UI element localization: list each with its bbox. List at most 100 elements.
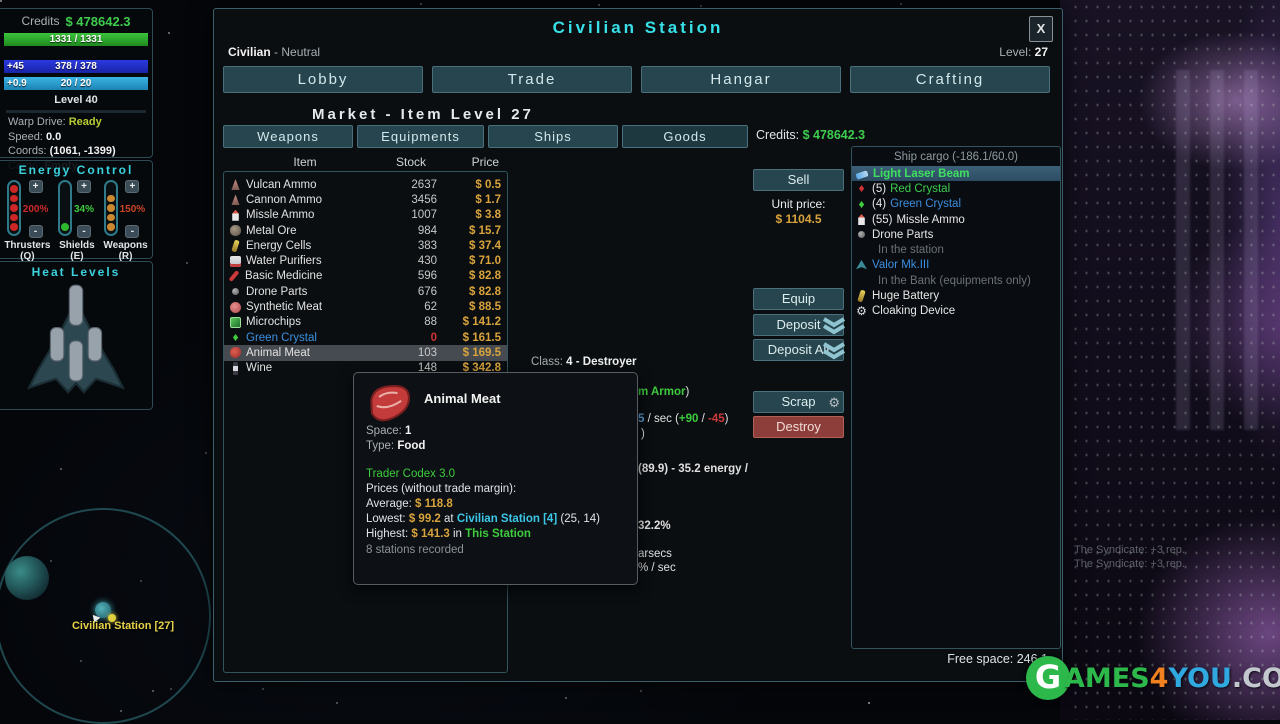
tab-hangar[interactable]: Hangar: [641, 66, 841, 93]
shields-decrease-button[interactable]: -: [77, 225, 91, 238]
stat-fragment-armor: m Armor): [638, 386, 689, 398]
energy-bar: +0.9 20 / 20: [4, 77, 148, 90]
deposit-button[interactable]: Deposit: [753, 314, 844, 336]
warp-label: Warp Drive:: [8, 116, 66, 128]
watermark: G AMES4YOU.COM.UA: [1026, 656, 1280, 700]
credits-label: Credits: [21, 14, 59, 28]
thrusters-label: Thrusters(Q): [4, 240, 50, 262]
cargo-section-bank: In the Bank (equipments only): [852, 273, 1060, 288]
rep-line: The Syndicate: +3 rep.: [1074, 557, 1185, 571]
tooltip-footer: 8 stations recorded: [366, 544, 464, 556]
drone-part-icon: [232, 288, 239, 295]
cargo-item[interactable]: Drone Parts: [852, 227, 1060, 242]
market-category-bar: Weapons Equipments Ships Goods: [223, 125, 748, 148]
cargo-item[interactable]: Valor Mk.III: [852, 258, 1060, 273]
meat-image: [362, 376, 420, 429]
shield-bar-value: 378 / 378: [55, 61, 97, 72]
cargo-item[interactable]: (55)Missle Ammo: [852, 212, 1060, 227]
weapons-decrease-button[interactable]: -: [125, 225, 139, 238]
speed-label: Speed:: [8, 131, 43, 143]
energy-bar-value: 20 / 20: [61, 78, 92, 89]
shields-percent: 34%: [74, 204, 94, 215]
reputation-log: The Syndicate: +3 rep. The Syndicate: +3…: [1074, 543, 1185, 571]
minimap-station-label: Civilian Station [27]: [53, 620, 193, 632]
deposit-all-button[interactable]: Deposit All: [753, 339, 844, 361]
stat-fragment-percent: 32.2%: [638, 520, 671, 532]
destroy-button[interactable]: Destroy: [753, 416, 844, 438]
column-header-price: Price: [439, 155, 499, 169]
category-weapons[interactable]: Weapons: [223, 125, 353, 148]
stat-fragment-dps: 5 / sec (+90 / -45): [638, 413, 729, 425]
weapons-percent: 150%: [120, 204, 146, 215]
energy-control-panel: Energy Control + 200% - + 34% -: [0, 160, 153, 259]
thrusters-increase-button[interactable]: +: [29, 180, 43, 193]
tooltip-prices-heading: Prices (without trade margin):: [366, 483, 516, 495]
tab-trade[interactable]: Trade: [432, 66, 632, 93]
red-crystal-icon: ♦: [856, 183, 867, 194]
shields-gauge: + 34% -: [58, 180, 94, 238]
warp-value: Ready: [69, 116, 102, 128]
speed-value: 0.0: [46, 131, 61, 143]
energy-regen: +0.9: [7, 78, 27, 89]
shields-increase-button[interactable]: +: [77, 180, 91, 193]
station-light-columns: [1176, 70, 1266, 430]
starfield: [0, 0, 2, 2]
sell-button[interactable]: Sell: [753, 169, 844, 191]
heat-levels-panel: Heat Levels: [0, 261, 153, 410]
battery-icon: [857, 290, 865, 303]
tab-crafting[interactable]: Crafting: [850, 66, 1050, 93]
cargo-item[interactable]: Huge Battery: [852, 288, 1060, 303]
thrusters-gauge: + 200% -: [7, 180, 49, 238]
cargo-item-selected[interactable]: Light Laser Beam: [852, 166, 1060, 181]
stat-fragment-paren: ): [641, 428, 645, 440]
station-tab-bar: Lobby Trade Hangar Crafting: [223, 66, 1050, 93]
thrusters-decrease-button[interactable]: -: [29, 225, 43, 238]
unit-price-value: $ 1104.5: [753, 212, 844, 226]
synthetic-meat-icon: [230, 302, 241, 313]
close-button[interactable]: X: [1029, 16, 1053, 42]
laser-beam-icon: [855, 170, 868, 179]
cargo-item[interactable]: ⚙Cloaking Device: [852, 304, 1060, 319]
unit-price-label: Unit price:: [753, 197, 844, 211]
gear-icon: ⚙: [856, 306, 867, 317]
hull-bar: 1331 / 1331: [4, 33, 148, 46]
cargo-header: Ship cargo (-186.1/60.0): [852, 147, 1060, 166]
equip-button[interactable]: Equip: [753, 288, 844, 310]
weapons-increase-button[interactable]: +: [125, 180, 139, 193]
tooltip-title: Animal Meat: [424, 391, 501, 406]
faction-standing: Civilian - Neutral: [228, 45, 320, 59]
tab-lobby[interactable]: Lobby: [223, 66, 423, 93]
scrap-button[interactable]: Scrap⚙: [753, 391, 844, 413]
category-goods[interactable]: Goods: [622, 125, 748, 148]
category-ships[interactable]: Ships: [488, 125, 618, 148]
ore-icon: [230, 225, 241, 236]
cargo-item[interactable]: ♦(4)Green Crystal: [852, 197, 1060, 212]
tooltip-type: Type: Food: [366, 440, 425, 452]
cargo-item[interactable]: ♦(5)Red Crystal: [852, 181, 1060, 196]
cargo-section-station: In the station: [852, 242, 1060, 257]
market-title: Market - Item Level 27: [312, 106, 534, 123]
chevron-down-icon: [821, 341, 847, 361]
category-equipments[interactable]: Equipments: [357, 125, 484, 148]
energy-control-title: Energy Control: [0, 163, 152, 177]
purifier-icon: [230, 256, 241, 267]
energy-cell-icon: [231, 239, 239, 252]
ship-heat-silhouette: [20, 283, 132, 401]
microchip-icon: [230, 317, 241, 328]
stat-fragment-energy: (89.9) - 35.2 energy /: [638, 463, 748, 475]
ship-class-line: Class: 4 - Destroyer: [531, 356, 636, 368]
green-crystal-icon: ♦: [230, 332, 241, 343]
meat-icon: [230, 347, 241, 358]
